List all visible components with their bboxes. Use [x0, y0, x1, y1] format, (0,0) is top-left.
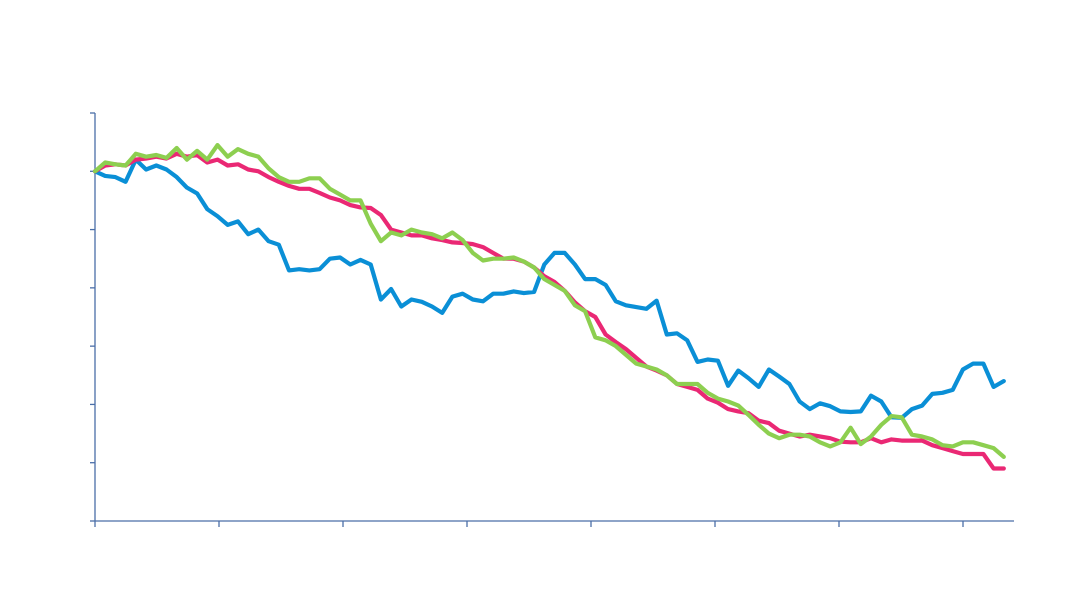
series-line-3 [92, 143, 1006, 459]
axes [90, 112, 1014, 527]
series-line-1 [92, 157, 1006, 420]
series-layer [92, 143, 1006, 471]
series-line-2 [92, 151, 1006, 471]
